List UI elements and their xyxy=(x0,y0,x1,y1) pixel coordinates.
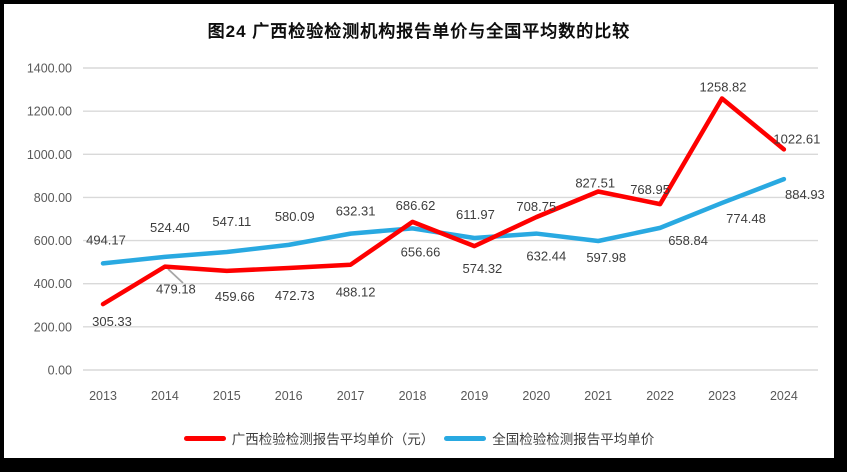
chart-title: 图24 广西检验检测机构报告单价与全国平均数的比较 xyxy=(207,22,631,41)
chart-canvas: 图24 广西检验检测机构报告单价与全国平均数的比较 广西检验检测报告平均单价（元… xyxy=(4,4,834,458)
legend-swatch-guangxi xyxy=(183,435,226,441)
legend-item-guangxi: 广西检验检测报告平均单价（元） xyxy=(183,428,435,448)
legend-label-guangxi: 广西检验检测报告平均单价（元） xyxy=(231,432,435,447)
legend-item-national: 全国检验检测报告平均单价 xyxy=(444,428,654,448)
legend-swatch-national xyxy=(444,435,487,441)
legend-label-national: 全国检验检测报告平均单价 xyxy=(492,432,655,447)
chart-legend: 广西检验检测报告平均单价（元） 全国检验检测报告平均单价 xyxy=(4,428,834,448)
